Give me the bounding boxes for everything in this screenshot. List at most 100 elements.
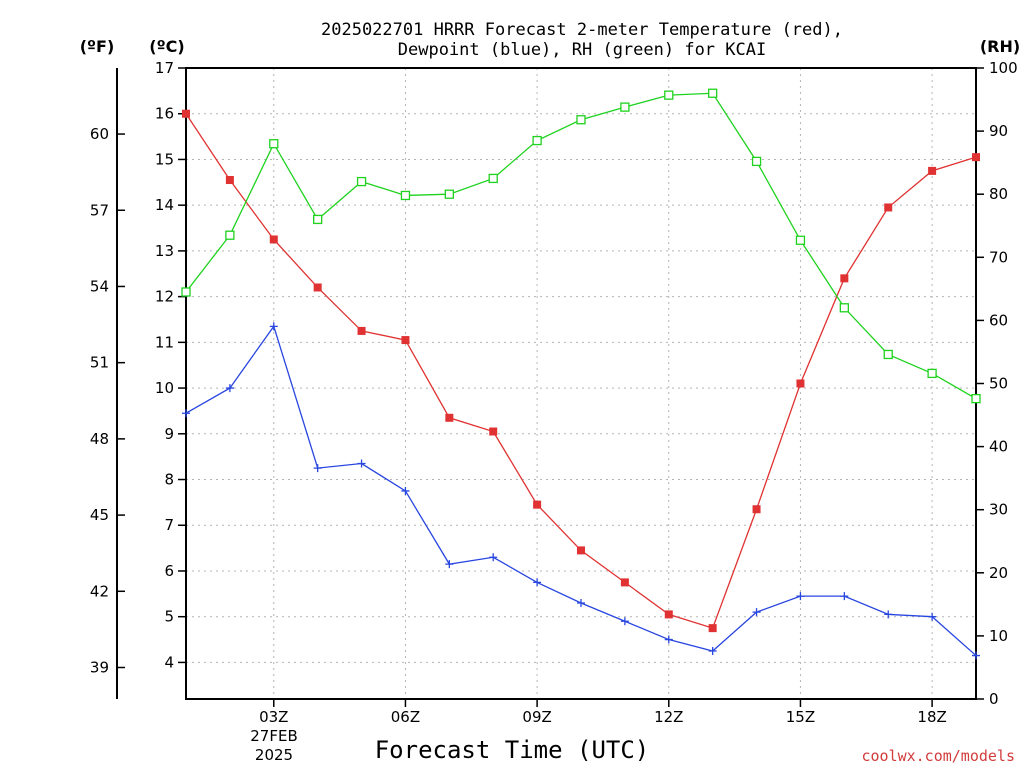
- x-tick-label: 03Z: [259, 708, 288, 726]
- fahrenheit-tick-label: 60: [90, 125, 109, 143]
- rh-point: [532, 135, 542, 146]
- temperature-point: [664, 610, 673, 619]
- dewpoint-point: [840, 592, 849, 601]
- rh-point: [751, 156, 762, 167]
- celsius-tick-label: 8: [164, 471, 174, 489]
- rh-tick-label: 100: [989, 59, 1018, 77]
- dewpoint-point: [533, 578, 542, 587]
- fahrenheit-tick-label: 39: [90, 659, 109, 677]
- celsius-tick-label: 6: [164, 562, 174, 580]
- rh-point: [488, 173, 498, 184]
- rh-point: [839, 303, 849, 313]
- celsius-tick-label: 4: [164, 653, 174, 671]
- rh-point: [269, 139, 279, 149]
- temperature-point: [928, 166, 937, 175]
- fahrenheit-tick-label: 45: [90, 506, 109, 524]
- rh-point: [444, 189, 454, 199]
- rh-tick-label: 60: [989, 311, 1008, 329]
- x-axis-title: Forecast Time (UTC): [375, 736, 650, 764]
- temperature-point: [577, 546, 585, 555]
- fahrenheit-tick-label: 51: [90, 354, 109, 372]
- dewpoint-point: [445, 560, 454, 569]
- celsius-tick-label: 10: [155, 379, 174, 397]
- celsius-tick-label: 14: [155, 196, 174, 214]
- rh-point: [356, 176, 367, 187]
- temperature-point: [708, 624, 717, 633]
- dewpoint-point: [884, 610, 893, 619]
- celsius-tick-label: 16: [155, 105, 174, 123]
- rh-line: [185, 92, 977, 400]
- rh-point: [971, 393, 981, 404]
- celsius-tick-label: 7: [164, 516, 174, 534]
- chart-title-line1: 2025022701 HRRR Forecast 2-meter Tempera…: [321, 20, 843, 40]
- rh-point: [795, 235, 806, 245]
- rh-point: [313, 214, 323, 225]
- rh-tick-label: 0: [989, 690, 999, 708]
- rh-point: [181, 287, 191, 297]
- dewpoint-point: [796, 592, 805, 601]
- fahrenheit-unit-label: (ºF): [80, 37, 115, 56]
- rh-tick-label: 20: [989, 564, 1008, 582]
- temperature-point: [533, 500, 542, 509]
- rh-tick-label: 40: [989, 438, 1008, 456]
- date-label-line2: 2025: [255, 746, 293, 764]
- dewpoint-point: [313, 464, 322, 473]
- temperature-point: [752, 505, 761, 514]
- rh-tick-label: 80: [989, 185, 1008, 203]
- celsius-tick-label: 13: [155, 242, 174, 260]
- fahrenheit-tick-label: 54: [90, 277, 109, 295]
- chart-title-line2: Dewpoint (blue), RH (green) for KCAI: [398, 40, 766, 60]
- rh-tick-label: 70: [989, 248, 1008, 266]
- temperature-point: [884, 203, 893, 212]
- x-tick-label: 15Z: [786, 708, 815, 726]
- dewpoint-point: [182, 409, 190, 418]
- temperature-point: [796, 379, 805, 388]
- temperature-point: [269, 235, 278, 244]
- dewpoint-point: [357, 459, 366, 468]
- dewpoint-point: [620, 617, 629, 626]
- series-group: [181, 88, 981, 660]
- celsius-tick-label: 17: [155, 59, 174, 77]
- rh-point: [708, 88, 718, 98]
- rh-series: [181, 88, 981, 404]
- celsius-unit-label: (ºC): [149, 37, 184, 56]
- x-tick-label: 06Z: [391, 708, 420, 726]
- temperature-point: [972, 153, 980, 162]
- celsius-tick-label: 9: [164, 425, 174, 443]
- x-tick-label: 12Z: [654, 708, 683, 726]
- temperature-point: [445, 413, 454, 422]
- celsius-tick-label: 5: [164, 608, 174, 626]
- x-tick-label: 18Z: [917, 708, 946, 726]
- date-label-line1: 27FEB: [250, 727, 297, 745]
- rh-point: [620, 102, 630, 112]
- temperature-point: [225, 176, 234, 185]
- temperature-point: [840, 274, 849, 283]
- fahrenheit-tick-label: 42: [90, 582, 109, 600]
- temperature-point: [182, 109, 190, 118]
- rh-point: [400, 190, 411, 201]
- rh-unit-label: (RH): [980, 37, 1020, 56]
- x-tick-label: 09Z: [522, 708, 551, 726]
- temperature-point: [357, 326, 366, 335]
- axes: 4567891011121314151617394245485154576001…: [90, 59, 1018, 726]
- dewpoint-point: [489, 553, 498, 562]
- temperature-point: [313, 283, 322, 292]
- rh-point: [576, 115, 586, 125]
- dewpoint-point: [972, 651, 980, 660]
- celsius-tick-label: 12: [155, 288, 174, 306]
- fahrenheit-tick-label: 57: [90, 201, 109, 219]
- fahrenheit-tick-label: 48: [90, 430, 109, 448]
- temperature-series: [182, 109, 980, 633]
- dewpoint-point: [708, 646, 717, 655]
- rh-point: [883, 349, 893, 360]
- rh-point: [225, 230, 235, 240]
- celsius-tick-label: 11: [155, 333, 174, 351]
- celsius-tick-label: 15: [155, 150, 174, 168]
- dewpoint-point: [401, 486, 410, 495]
- dewpoint-point: [269, 322, 278, 331]
- temperature-point: [489, 427, 498, 436]
- rh-tick-label: 30: [989, 501, 1008, 519]
- rh-point: [664, 90, 674, 100]
- temperature-point: [401, 336, 410, 345]
- rh-tick-label: 50: [989, 375, 1008, 393]
